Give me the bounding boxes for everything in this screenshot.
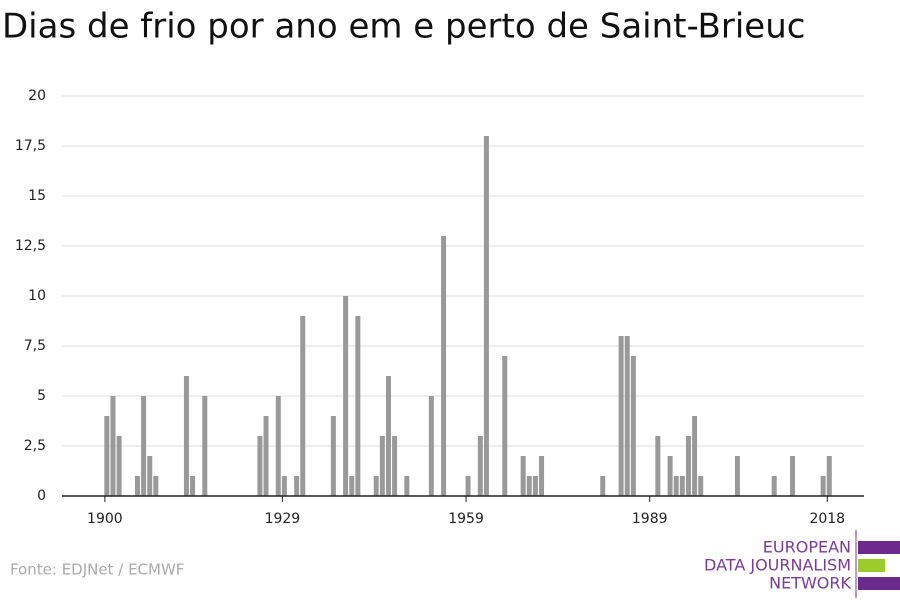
y-tick-label: 15 <box>28 188 46 204</box>
bar <box>428 396 434 496</box>
bar <box>483 136 489 496</box>
logo-bar <box>858 577 900 590</box>
bar <box>820 476 826 496</box>
chart-title: Dias de frio por ano em e perto de Saint… <box>2 7 805 47</box>
y-tick-label: 12,5 <box>15 238 46 254</box>
bar <box>673 476 679 496</box>
x-tick-label: 1929 <box>265 511 301 527</box>
bar <box>465 476 471 496</box>
y-tick-label: 5 <box>37 388 46 404</box>
bar <box>539 456 545 496</box>
bar <box>379 436 385 496</box>
bar <box>734 456 740 496</box>
bar <box>141 396 147 496</box>
bar <box>147 456 153 496</box>
logo-bar <box>858 541 900 554</box>
x-tick-label: 1989 <box>632 511 668 527</box>
bar <box>392 436 398 496</box>
bar <box>355 316 361 496</box>
bar <box>275 396 281 496</box>
x-tick-label: 1900 <box>87 511 123 527</box>
bar <box>532 476 538 496</box>
logo-text: NETWORK <box>769 574 851 593</box>
bar <box>190 476 196 496</box>
bar <box>300 316 306 496</box>
bar <box>520 456 526 496</box>
logo-text: EUROPEAN <box>763 538 851 557</box>
y-tick-label: 0 <box>37 488 46 504</box>
bar <box>343 296 349 496</box>
bar <box>404 476 410 496</box>
bar <box>294 476 300 496</box>
bar <box>692 416 698 496</box>
y-tick-label: 17,5 <box>15 138 46 154</box>
bar <box>526 476 532 496</box>
bar <box>600 476 606 496</box>
bar <box>104 416 110 496</box>
logo: EUROPEAN DATA JOURNALISM NETWORK <box>704 530 900 598</box>
y-tick-label: 2,5 <box>24 438 46 454</box>
bar <box>790 456 796 496</box>
bar <box>502 356 508 496</box>
bar <box>153 476 159 496</box>
bar <box>385 376 391 496</box>
bar <box>373 476 379 496</box>
y-tick-label: 20 <box>28 88 46 104</box>
bar <box>679 476 685 496</box>
bar <box>826 456 832 496</box>
x-tick-label: 1959 <box>448 511 484 527</box>
bar <box>655 436 661 496</box>
bar <box>685 436 691 496</box>
bar <box>202 396 208 496</box>
bar <box>116 436 122 496</box>
bar <box>349 476 355 496</box>
bar <box>624 336 630 496</box>
bar <box>281 476 287 496</box>
logo-bar <box>858 559 885 572</box>
y-tick-label: 7,5 <box>24 338 46 354</box>
bar <box>330 416 336 496</box>
bar <box>667 456 673 496</box>
bar <box>698 476 704 496</box>
source: Fonte: EDJNet / ECMWF <box>10 561 184 579</box>
bar <box>630 356 636 496</box>
bar <box>257 436 263 496</box>
bar <box>263 416 269 496</box>
bar <box>441 236 447 496</box>
logo-text: DATA JOURNALISM <box>704 556 851 575</box>
x-tick-label: 2018 <box>809 511 845 527</box>
bar <box>771 476 777 496</box>
bar <box>134 476 140 496</box>
bar <box>183 376 189 496</box>
bar <box>618 336 624 496</box>
bar <box>110 396 116 496</box>
y-tick-label: 10 <box>28 288 46 304</box>
bar <box>477 436 483 496</box>
